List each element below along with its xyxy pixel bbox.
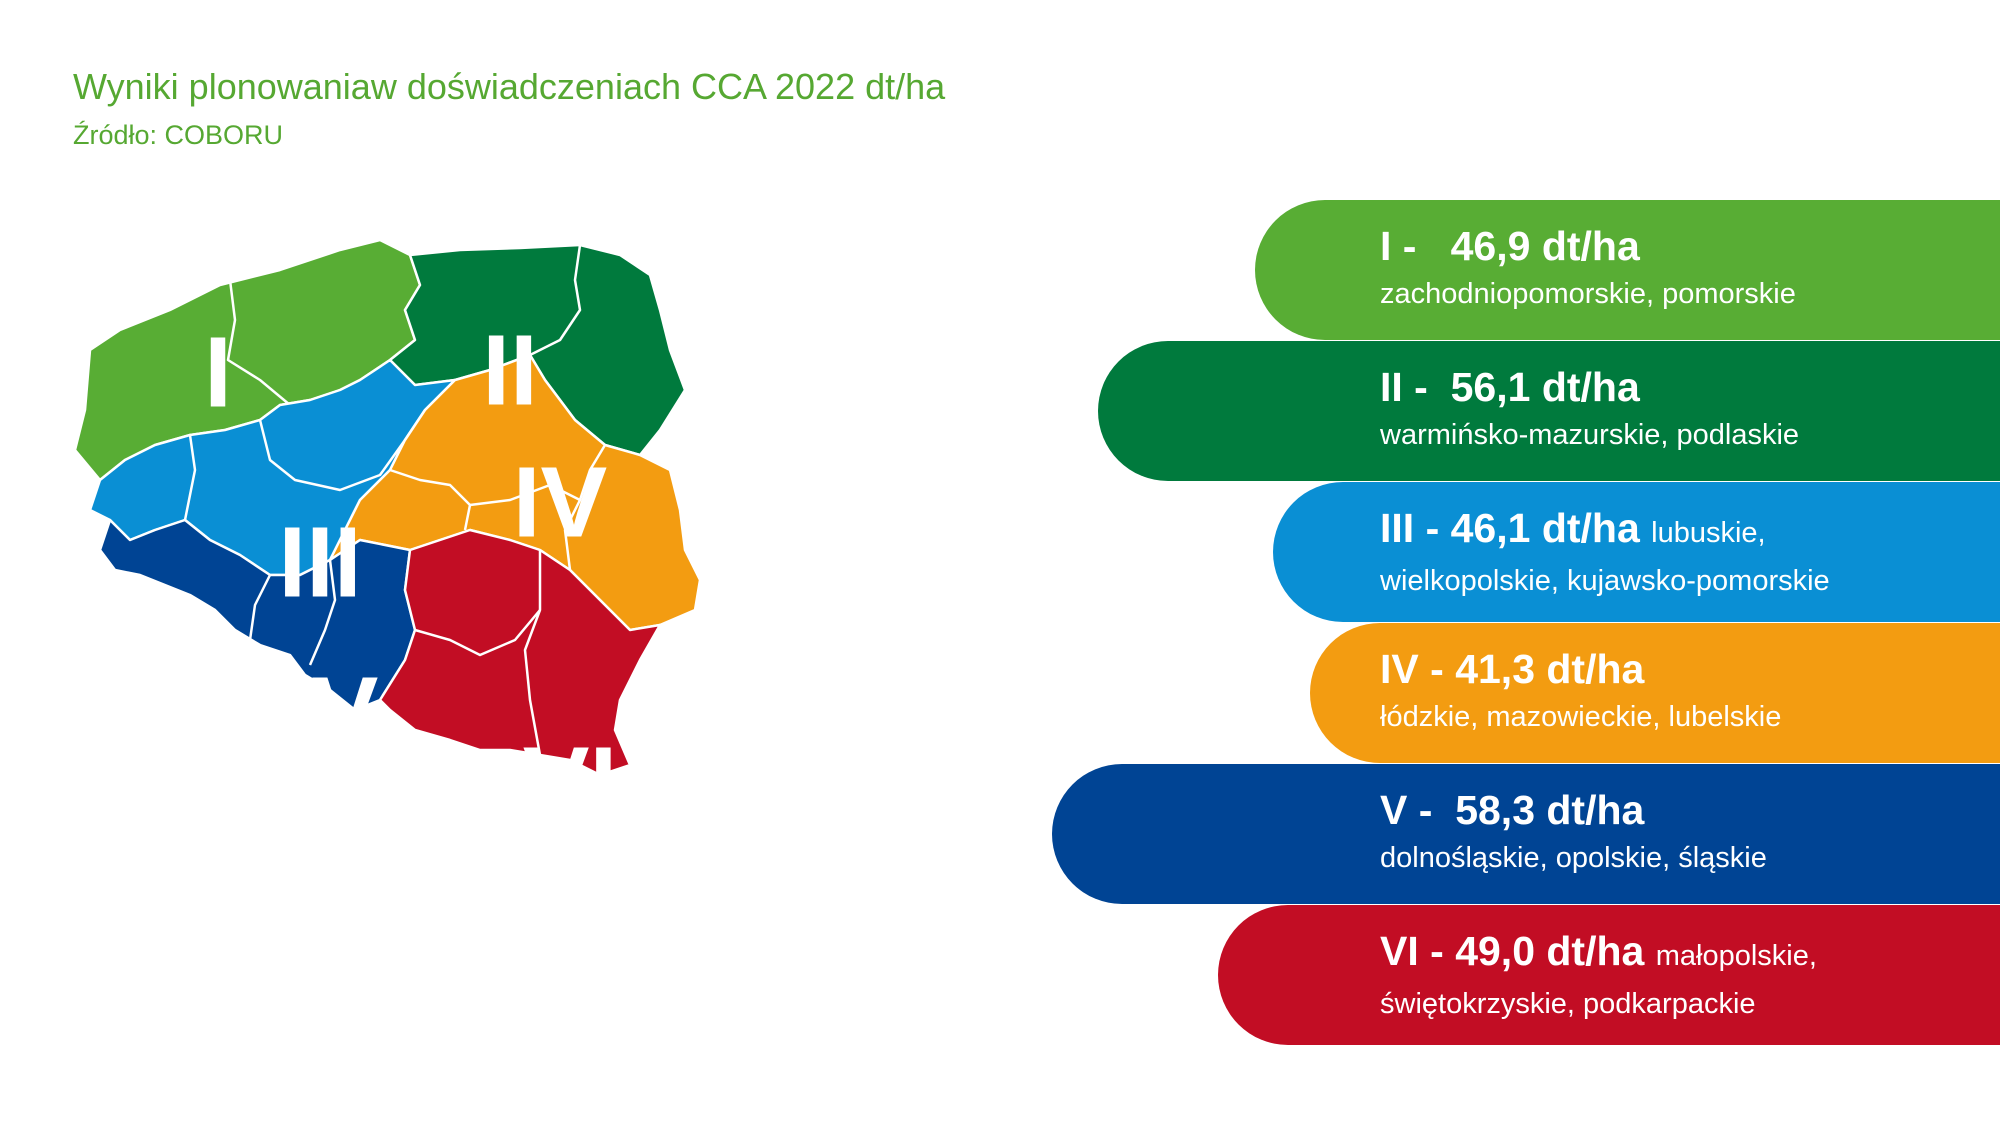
legend-regions: zachodniopomorskie, pomorskie: [1380, 278, 1796, 310]
legend-roman: II -: [1380, 364, 1428, 410]
legend-regions: wielkopolskie, kujawsko-pomorskie: [1380, 565, 1830, 597]
legend-roman: VI -: [1380, 928, 1444, 974]
map-numeral-V: V: [312, 656, 379, 768]
legend-value: 41,3 dt/ha: [1455, 646, 1645, 692]
map-numeral-III: III: [278, 506, 361, 618]
legend-item-I: I - 46,9 dt/ha zachodniopomorskie, pomor…: [1255, 200, 2000, 340]
legend-regions-inline: lubuskie,: [1651, 517, 1766, 549]
legend-item-II: II - 56,1 dt/ha warmińsko-mazurskie, pod…: [1098, 341, 2000, 481]
map-numeral-II: II: [482, 314, 538, 426]
legend-item-V: V - 58,3 dt/ha dolnośląskie, opolskie, ś…: [1052, 764, 2000, 904]
map-numeral-I: I: [204, 316, 232, 428]
legend-regions: łódzkie, mazowieckie, lubelskie: [1380, 701, 1782, 733]
legend-item-III: III - 46,1 dt/ha lubuskie, wielkopolskie…: [1273, 482, 2000, 622]
legend-item-IV: IV - 41,3 dt/ha łódzkie, mazowieckie, lu…: [1310, 623, 2000, 763]
legend-regions: świętokrzyskie, podkarpackie: [1380, 988, 1756, 1020]
page-title: Wyniki plonowaniaw doświadczeniach CCA 2…: [73, 66, 946, 107]
legend-regions: dolnośląskie, opolskie, śląskie: [1380, 842, 1767, 874]
legend-value: 58,3 dt/ha: [1455, 787, 1645, 833]
map-zone-VI: [378, 528, 662, 777]
legend-item-VI: VI - 49,0 dt/ha małopolskie, świętokrzys…: [1218, 905, 2000, 1045]
legend-value: 49,0 dt/ha: [1455, 928, 1645, 974]
legend-value: 56,1 dt/ha: [1450, 364, 1640, 410]
legend-value: 46,1 dt/ha: [1450, 505, 1640, 551]
source-note: Źródło: COBORU: [73, 120, 284, 150]
map-numeral-IV: IV: [513, 446, 608, 558]
poland-zones-map: I II III IV V VI: [73, 238, 702, 838]
legend-roman: I -: [1380, 223, 1417, 269]
legend-roman: IV -: [1380, 646, 1444, 692]
legend-regions-inline: małopolskie,: [1655, 940, 1817, 972]
legend-regions: warmińsko-mazurskie, podlaskie: [1380, 419, 1800, 451]
legend-value: 46,9 dt/ha: [1450, 223, 1640, 269]
map-numeral-VI: VI: [523, 726, 617, 838]
legend-roman: V -: [1380, 787, 1433, 833]
legend-roman: III -: [1380, 505, 1440, 551]
